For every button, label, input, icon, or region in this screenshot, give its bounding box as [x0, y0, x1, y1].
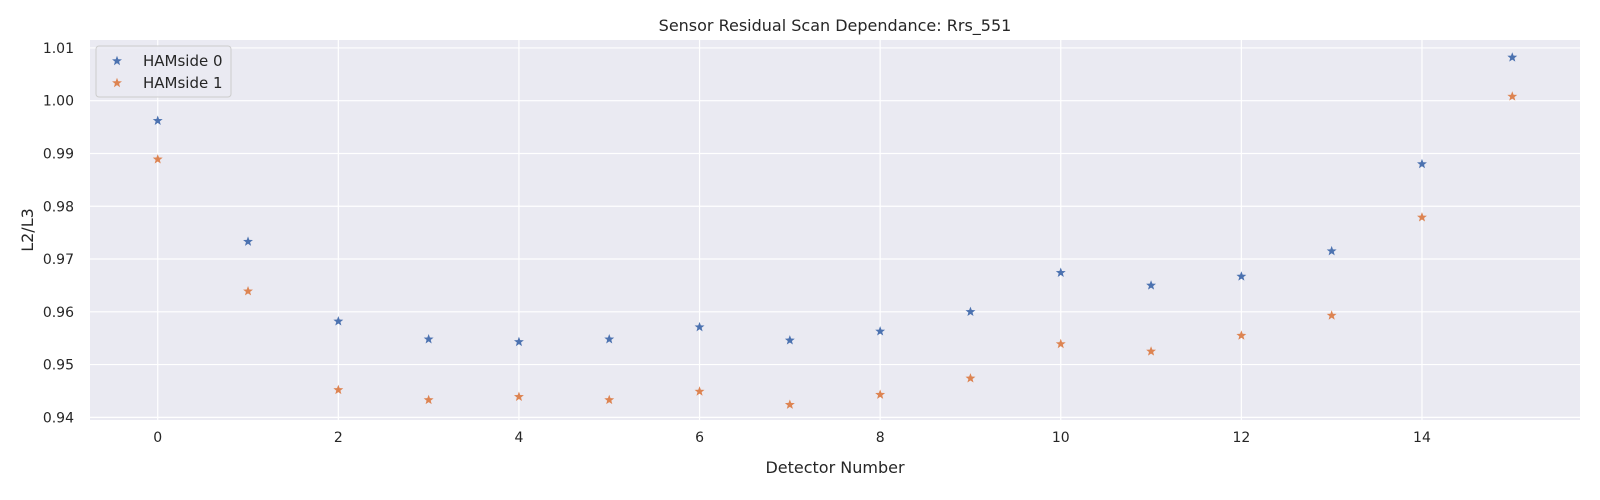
y-tick-label: 1.01: [43, 41, 74, 57]
data-point: [513, 391, 524, 401]
data-point: [604, 334, 615, 344]
data-point: [784, 399, 795, 409]
data-point: [1417, 158, 1427, 169]
x-tick-label: 12: [1232, 430, 1250, 446]
data-point: [965, 306, 976, 317]
legend-marker: [112, 55, 122, 66]
legend-marker: [112, 77, 122, 88]
data-point: [694, 321, 705, 332]
series-1: [152, 91, 1518, 409]
y-tick-label: 1.00: [43, 94, 74, 110]
data-point: [1236, 271, 1247, 281]
data-point: [243, 286, 253, 296]
data-point: [333, 384, 344, 395]
grid-lines: [90, 40, 1580, 420]
data-point: [1417, 212, 1427, 222]
data-point: [1146, 346, 1157, 356]
data-point: [333, 316, 344, 326]
data-point: [513, 336, 524, 347]
data-point: [152, 154, 163, 164]
y-tick-label: 0.95: [43, 358, 74, 374]
x-tick-label: 8: [876, 430, 885, 446]
y-tick-label: 0.99: [43, 146, 74, 162]
x-tick-label: 0: [153, 430, 162, 446]
data-point: [784, 335, 795, 345]
x-tick-label: 4: [514, 430, 523, 446]
data-point: [1507, 52, 1518, 62]
x-tick-label: 6: [695, 430, 704, 446]
data-point: [694, 386, 705, 396]
chart-title: Sensor Residual Scan Dependance: Rrs_551: [659, 16, 1012, 36]
data-point: [1507, 91, 1518, 101]
legend: HAMside 0 HAMside 1: [95, 45, 232, 98]
x-tick-label: 2: [334, 430, 343, 446]
y-tick-label: 0.98: [43, 199, 74, 215]
data-point: [965, 373, 976, 383]
x-tick-label: 14: [1413, 430, 1431, 446]
data-point: [152, 115, 163, 125]
y-tick-label: 0.96: [43, 305, 74, 321]
data-point: [243, 236, 253, 246]
x-tick-labels: 0 2 4 6 8 10 12 14: [153, 430, 1431, 446]
y-tick-label: 0.97: [43, 252, 74, 268]
series-0: [152, 52, 1518, 347]
data-point: [1326, 310, 1337, 320]
data-point: [423, 334, 434, 344]
data-point: [1055, 267, 1066, 277]
y-tick-label: 0.94: [43, 410, 74, 426]
y-tick-labels: 0.94 0.95 0.96 0.97 0.98 0.99 1.00 1.01: [43, 41, 74, 426]
x-tick-label: 10: [1052, 430, 1070, 446]
y-axis-label: L2/L3: [18, 208, 37, 252]
legend-label: HAMside 0: [143, 52, 223, 70]
data-point: [1146, 280, 1157, 290]
legend-box: [95, 45, 232, 98]
data-point: [875, 389, 886, 399]
data-point: [1326, 245, 1337, 256]
plot-area: [90, 40, 1580, 420]
data-point: [1055, 338, 1066, 349]
data-point: [604, 394, 615, 405]
data-points: [152, 52, 1518, 409]
x-axis-label: Detector Number: [765, 458, 905, 477]
data-point: [423, 394, 434, 405]
data-point: [1236, 330, 1247, 340]
legend-label: HAMside 1: [143, 74, 223, 92]
data-point: [875, 326, 886, 336]
